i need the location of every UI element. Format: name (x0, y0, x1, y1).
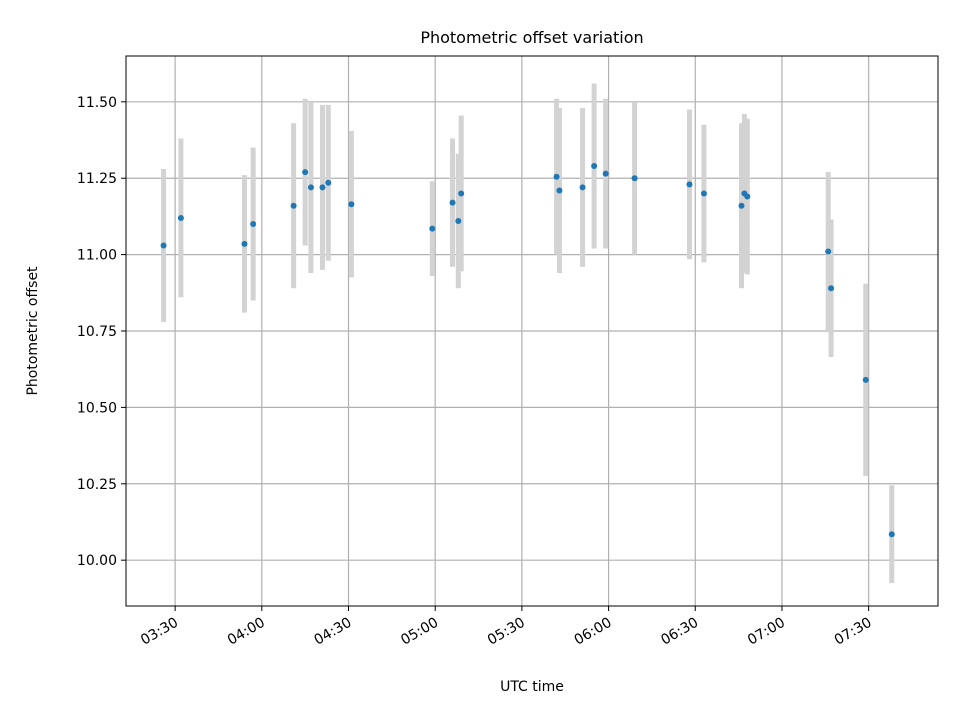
data-point (302, 169, 309, 176)
data-point (458, 190, 465, 197)
data-point (591, 163, 598, 169)
y-tick-label: 10.75 (77, 324, 117, 340)
data-point (348, 201, 355, 208)
data-point (241, 240, 248, 247)
data-point (888, 531, 895, 538)
chart-title: Photometric offset variation (420, 28, 643, 47)
x-axis-label: UTC time (500, 679, 564, 695)
data-point (828, 285, 835, 292)
data-point (744, 193, 751, 200)
data-point (862, 376, 869, 383)
data-point (319, 184, 326, 191)
y-axis-label: Photometric offset (25, 266, 41, 396)
y-tick-label: 10.00 (77, 553, 117, 569)
data-point (307, 184, 314, 191)
grid-layer (126, 56, 938, 606)
y-tick-label: 11.00 (77, 248, 117, 264)
data-point (631, 175, 638, 182)
data-point (553, 173, 560, 180)
data-point (325, 179, 332, 186)
data-point (290, 202, 297, 209)
y-tick-label: 10.50 (77, 400, 117, 416)
y-tick-label: 11.50 (77, 95, 117, 111)
data-point (579, 184, 586, 191)
data-point (686, 181, 693, 188)
data-point (177, 214, 184, 221)
data-point (825, 248, 832, 255)
data-point (602, 170, 609, 177)
data-point (160, 242, 167, 249)
y-axis-ticks: 10.00 10.25 10.50 10.75 11.00 11.25 11.50 (77, 95, 126, 569)
data-point (449, 199, 456, 206)
y-tick-label: 10.25 (77, 477, 117, 493)
y-tick-label: 11.25 (77, 171, 117, 187)
data-point (556, 187, 563, 194)
point-layer (160, 163, 895, 538)
data-point (700, 190, 707, 197)
data-point (738, 202, 745, 209)
data-point (250, 221, 257, 228)
data-point (455, 218, 462, 224)
data-point (429, 225, 436, 232)
